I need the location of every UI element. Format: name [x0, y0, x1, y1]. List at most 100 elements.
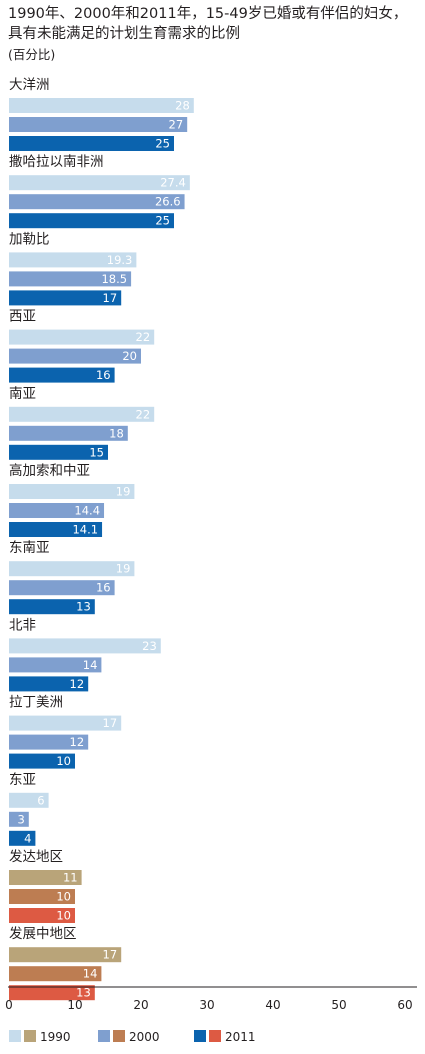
data-label: 3 — [17, 812, 24, 826]
category-label: 北非 — [9, 617, 36, 633]
x-tick-label: 50 — [331, 998, 346, 1012]
x-tick-label: 30 — [199, 998, 214, 1012]
category-label: 东亚 — [9, 772, 36, 788]
chart-title: 1990年、2000年和2011年，15-49岁已婚或有伴侣的妇女，具有未能满足… — [8, 6, 408, 42]
bar — [9, 966, 102, 982]
category-label: 发展中地区 — [9, 926, 77, 942]
bar — [9, 194, 185, 210]
bar — [9, 348, 141, 364]
bar — [9, 98, 194, 113]
bar — [9, 947, 122, 963]
data-label: 27.4 — [160, 176, 186, 190]
bar — [9, 676, 89, 692]
legend-swatch — [113, 1030, 125, 1042]
bar — [9, 870, 82, 885]
legend-swatch — [194, 1030, 206, 1042]
data-label: 6 — [37, 793, 44, 807]
bar — [9, 367, 115, 383]
data-label: 25 — [155, 137, 170, 151]
x-tick-label: 40 — [265, 998, 280, 1012]
bar — [9, 985, 95, 1001]
x-tick-label: 20 — [133, 998, 148, 1012]
bar — [9, 657, 102, 673]
bar — [9, 117, 188, 132]
data-label: 14.4 — [74, 504, 100, 518]
bar — [9, 290, 122, 306]
data-label: 19 — [116, 562, 131, 576]
bar — [9, 484, 135, 499]
category-label: 发达地区 — [9, 849, 63, 865]
data-label: 10 — [56, 909, 71, 923]
data-label: 14 — [83, 658, 98, 672]
category-label: 东南亚 — [9, 540, 50, 556]
bar — [9, 561, 135, 577]
bar — [9, 889, 75, 904]
data-label: 10 — [56, 890, 71, 904]
data-label: 14.1 — [72, 523, 98, 537]
legend-swatch — [24, 1030, 36, 1042]
data-label: 4 — [24, 831, 31, 845]
bar — [9, 503, 105, 518]
bar — [9, 638, 161, 654]
bar — [9, 792, 49, 808]
chart-unit: (百分比) — [8, 47, 56, 62]
category-label: 加勒比 — [9, 231, 50, 247]
bar — [9, 908, 75, 923]
bar — [9, 406, 155, 422]
data-label: 18.5 — [101, 272, 127, 286]
bar — [9, 580, 115, 596]
data-label: 22 — [136, 330, 151, 344]
data-label: 13 — [76, 986, 91, 1000]
data-label: 15 — [89, 445, 104, 459]
data-label: 19 — [116, 485, 131, 499]
legend-swatch — [9, 1030, 21, 1042]
data-label: 28 — [175, 99, 190, 113]
data-label: 17 — [103, 291, 118, 305]
bar — [9, 522, 103, 537]
category-label: 拉丁美洲 — [9, 695, 63, 711]
legend-label: 1990 — [40, 1030, 71, 1044]
data-label: 11 — [63, 871, 78, 885]
data-label: 12 — [70, 735, 85, 749]
legend-swatch — [209, 1030, 221, 1042]
data-label: 10 — [56, 754, 71, 768]
data-label: 20 — [122, 349, 137, 363]
bar — [9, 425, 128, 441]
data-label: 17 — [103, 948, 118, 962]
bar — [9, 444, 108, 460]
category-label: 高加索和中亚 — [9, 462, 90, 479]
data-label: 13 — [76, 600, 91, 614]
data-label: 16 — [96, 581, 111, 595]
data-label: 26.6 — [155, 195, 181, 209]
legend-label: 2000 — [129, 1030, 160, 1044]
x-tick-label: 0 — [5, 998, 13, 1012]
data-label: 19.3 — [107, 253, 133, 267]
bar — [9, 811, 29, 827]
legend-label: 2011 — [225, 1030, 256, 1044]
data-label: 14 — [83, 967, 98, 981]
legend-swatch — [98, 1030, 110, 1042]
bar — [9, 830, 36, 846]
bar — [9, 213, 174, 229]
bar — [9, 252, 137, 268]
data-label: 17 — [103, 716, 118, 730]
bar — [9, 136, 174, 151]
bar — [9, 175, 190, 191]
data-label: 23 — [142, 639, 157, 653]
data-label: 27 — [169, 118, 184, 132]
category-label: 西亚 — [9, 309, 36, 325]
x-tick-label: 10 — [67, 998, 82, 1012]
category-label: 撒哈拉以南非洲 — [9, 154, 104, 170]
data-label: 18 — [109, 426, 124, 440]
bar — [9, 599, 95, 615]
category-label: 南亚 — [9, 386, 36, 402]
bar — [9, 271, 132, 287]
bar — [9, 329, 155, 345]
data-label: 12 — [70, 677, 85, 691]
data-label: 25 — [155, 214, 170, 228]
data-label: 22 — [136, 407, 151, 421]
x-tick-label: 60 — [397, 998, 412, 1012]
category-label: 大洋洲 — [9, 77, 50, 93]
bar — [9, 715, 122, 731]
